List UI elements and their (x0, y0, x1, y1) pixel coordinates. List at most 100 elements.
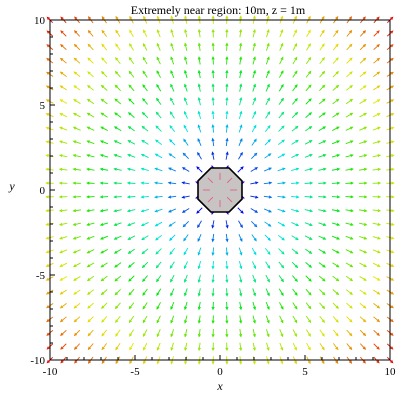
arrow-shaft (143, 30, 148, 38)
arrow-head (142, 56, 146, 61)
arrow-head (391, 195, 395, 199)
arrow-shaft (291, 261, 298, 268)
arrow-head (86, 209, 90, 213)
disk-arrow (226, 177, 233, 184)
arrow-shaft (373, 343, 380, 350)
arrow-shaft (332, 289, 339, 295)
arrow-shaft (359, 85, 367, 91)
vector-arrow (156, 56, 161, 65)
arrow-head (377, 154, 382, 158)
arrow-head (126, 167, 131, 171)
arrow-shaft (225, 138, 228, 147)
arrow-head (143, 360, 146, 365)
arrow-head (266, 15, 270, 20)
arrow-shaft (318, 275, 326, 282)
disk-arrow (226, 196, 233, 203)
arrow-head (183, 97, 187, 101)
vector-arrow (279, 342, 284, 351)
arrow-head (59, 113, 63, 116)
arrow-shaft (225, 247, 228, 255)
arrow-shaft (266, 342, 270, 351)
vector-arrow (141, 125, 149, 132)
arrow-head (128, 305, 132, 310)
vector-arrow (101, 329, 108, 337)
arrow-head (127, 140, 131, 143)
vector-arrow (306, 342, 311, 351)
arrow-shaft (155, 167, 163, 172)
arrow-shaft (212, 288, 214, 296)
arrow-head (156, 29, 160, 33)
vector-arrow (58, 154, 68, 158)
vector-arrow (359, 140, 368, 145)
arrow-shaft (87, 316, 94, 323)
arrow-head (349, 57, 353, 61)
arrow-head (266, 42, 270, 47)
vector-arrow (142, 329, 148, 338)
arrow-head (295, 181, 300, 185)
arrow-head (225, 279, 229, 284)
vector-arrow (251, 221, 258, 228)
vector-arrow (291, 139, 299, 145)
vector-arrow (359, 302, 367, 309)
arrow-shaft (250, 167, 258, 172)
vector-arrow (318, 167, 327, 171)
arrow-shaft (225, 220, 228, 228)
arrow-head (184, 333, 188, 338)
arrow-shaft (128, 126, 135, 132)
vector-arrow (72, 181, 81, 185)
arrow-shaft (373, 30, 380, 37)
arrow-head (114, 292, 118, 296)
arrow-shaft (115, 343, 121, 350)
arrow-head (115, 319, 119, 323)
arrow-head (282, 167, 286, 171)
arrow-shaft (60, 58, 67, 64)
arrow-head (309, 195, 314, 199)
arrow-head (170, 360, 174, 365)
arrow-shaft (252, 70, 256, 79)
arrow-head (86, 126, 91, 130)
arrow-head (307, 15, 311, 20)
arrow-head (156, 278, 160, 283)
arrow-shaft (212, 247, 215, 255)
arrow-head (211, 293, 215, 297)
arrow-head (282, 209, 286, 213)
arrow-head (101, 305, 105, 309)
arrow-shaft (74, 329, 81, 336)
arrow-head (253, 279, 257, 283)
arrow-shaft (114, 154, 122, 158)
arrow-shaft (359, 126, 367, 131)
arrow-head (267, 111, 271, 115)
arrow-head (239, 42, 243, 47)
arrow-head (252, 361, 256, 365)
arrow-head (99, 140, 104, 144)
vector-arrow (197, 56, 201, 65)
arrow-shaft (331, 154, 340, 158)
vector-arrow (87, 329, 94, 337)
arrow-head (99, 236, 104, 240)
vector-arrow (73, 302, 81, 309)
vector-arrow (60, 30, 67, 37)
arrow-shaft (141, 235, 149, 240)
arrow-head (142, 84, 146, 88)
arrow-shaft (198, 342, 201, 351)
arrow-shaft (59, 236, 68, 240)
vector-arrow (99, 167, 109, 171)
arrow-shaft (101, 98, 108, 105)
arrow-head (390, 250, 395, 254)
vector-arrow (126, 195, 136, 199)
vector-arrow (127, 153, 136, 158)
arrow-shaft (100, 235, 109, 240)
vector-arrow (86, 262, 95, 268)
vector-arrow (197, 124, 202, 133)
arrow-shaft (373, 58, 380, 64)
arrow-shaft (292, 98, 298, 105)
arrow-head (225, 265, 229, 270)
vector-arrow (304, 235, 313, 240)
arrow-head (59, 291, 64, 295)
arrow-head (128, 98, 132, 102)
vector-arrow (332, 249, 340, 254)
arrow-shaft (87, 235, 95, 240)
vector-arrow (156, 29, 161, 38)
arrow-head (74, 360, 78, 364)
arrow-head (307, 360, 311, 365)
